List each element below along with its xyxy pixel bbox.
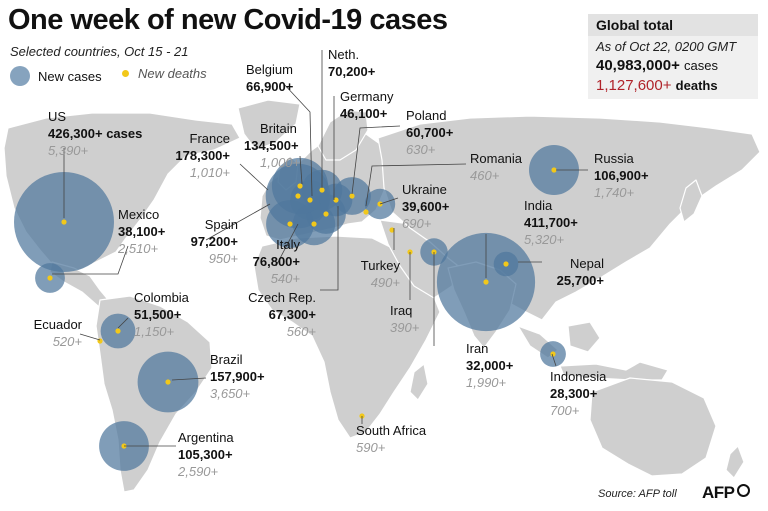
- source-note: Source: AFP toll: [598, 488, 677, 500]
- global-total-header: [588, 14, 758, 36]
- land-indonesia-east: [559, 361, 669, 381]
- deaths-dot-poland: [349, 193, 355, 199]
- label-iraq: Iraq 390+: [390, 303, 420, 335]
- deaths-dot-france: [295, 193, 301, 199]
- label-us: US 426,300+ cases 5,390+: [48, 109, 143, 158]
- label-czech: Czech Rep. 67,300+ 560+: [248, 290, 316, 339]
- label-argentina: Argentina 105,300+ 2,590+: [178, 430, 234, 479]
- global-cases-value: 40,983,000+: [596, 57, 680, 74]
- deaths-dot-italy: [311, 221, 317, 227]
- deaths-dot-czech-rep: [323, 211, 329, 217]
- global-deaths-unit: deaths: [675, 78, 718, 93]
- label-ukraine: Ukraine 39,600+ 690+: [402, 182, 450, 231]
- global-total-heading: Global total: [596, 17, 673, 33]
- deaths-dot-indonesia: [550, 351, 556, 357]
- label-poland: Poland 60,700+ 630+: [406, 108, 454, 157]
- label-india: India 411,700+ 5,320+: [524, 198, 578, 247]
- label-netherlands: Neth. 70,200+: [328, 47, 376, 79]
- deaths-dot-turkey: [389, 227, 395, 233]
- afp-logo: AFP: [702, 483, 750, 503]
- legend-deaths-label: New deaths: [138, 66, 207, 81]
- global-deaths: 1,127,600+ deaths: [596, 77, 718, 94]
- label-romania: Romania 460+: [470, 151, 523, 183]
- global-cases-unit: cases: [684, 58, 718, 73]
- label-indonesia: Indonesia 28,300+ 700+: [550, 369, 607, 418]
- chart-title: One week of new Covid-19 cases: [8, 4, 448, 36]
- global-total-box: Global total As of Oct 22, 0200 GMT 40,9…: [588, 14, 758, 99]
- land-madagascar: [409, 363, 429, 401]
- chart-subtitle: Selected countries, Oct 15 - 21: [10, 44, 189, 59]
- label-italy: Italy 76,800+ 540+: [252, 237, 300, 286]
- deaths-dot-belgium: [307, 197, 313, 203]
- label-turkey: Turkey 490+: [360, 258, 400, 290]
- deaths-dot-mexico: [47, 275, 53, 281]
- legend-cases-label: New cases: [38, 68, 102, 84]
- label-germany: Germany 46,100+: [340, 89, 394, 121]
- deaths-dot-us: [61, 219, 67, 225]
- land-scandinavia: [317, 109, 369, 161]
- death-dots: [47, 167, 557, 449]
- legend-bubble-icon: [10, 66, 30, 86]
- deaths-dot-india: [483, 279, 489, 285]
- afp-logo-ring: [736, 484, 750, 497]
- label-spain: Spain 97,200+ 950+: [190, 217, 238, 266]
- deaths-dot-brazil: [165, 379, 171, 385]
- label-colombia: Colombia 51,500+ 1,150+: [134, 290, 189, 339]
- label-nepal: Nepal 25,700+: [556, 256, 604, 288]
- deaths-dot-romania: [363, 209, 369, 215]
- leader-lines: [52, 50, 588, 447]
- land-greenland: [237, 99, 301, 151]
- deaths-dot-neth: [319, 187, 325, 193]
- legend-dot-icon: [122, 70, 129, 77]
- deaths-dot-russia: [551, 167, 557, 173]
- deaths-dot-spain: [287, 221, 293, 227]
- global-asof: As of Oct 22, 0200 GMT: [596, 39, 737, 54]
- label-france: France 178,300+ 1,010+: [175, 131, 230, 180]
- label-mexico: Mexico 38,100+ 2,510+: [118, 207, 166, 256]
- label-belgium: Belgium 66,900+: [246, 62, 294, 94]
- label-ecuador: Ecuador 520+: [33, 317, 82, 349]
- land-japan: [679, 179, 703, 223]
- land-australia: [589, 377, 717, 477]
- label-russia: Russia 106,900+ 1,740+: [594, 151, 649, 200]
- legend-cases: New cases: [10, 66, 102, 86]
- land-indonesia-borneo: [567, 321, 601, 353]
- global-deaths-value: 1,127,600+: [596, 77, 672, 94]
- land-new-zealand: [725, 445, 745, 479]
- deaths-dot-nepal: [503, 261, 509, 267]
- label-brazil: Brazil 157,900+ 3,650+: [210, 352, 265, 401]
- global-cases: 40,983,000+ cases: [596, 57, 718, 74]
- label-britain: Britain 134,500+ 1,000+: [244, 121, 301, 170]
- label-iran: Iran 32,000+ 1,990+: [466, 341, 514, 390]
- deaths-dot-britain: [297, 183, 303, 189]
- legend-deaths: New deaths: [122, 66, 207, 81]
- label-south-africa: South Africa 590+: [356, 423, 427, 455]
- deaths-dot-germany: [333, 197, 339, 203]
- deaths-dot-colombia: [115, 328, 121, 334]
